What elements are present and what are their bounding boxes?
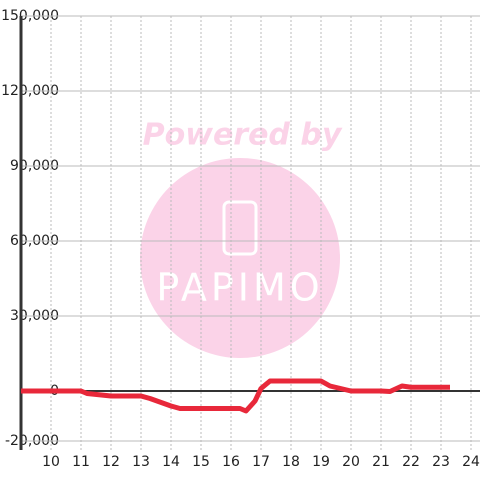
x-tick-label: 23	[432, 454, 450, 470]
x-tick-label: 21	[372, 454, 390, 470]
x-tick-label: 10	[42, 454, 60, 470]
x-tick-label: 14	[162, 454, 180, 470]
x-tick-label: 11	[72, 454, 90, 470]
x-tick-label: 18	[282, 454, 300, 470]
x-tick-label: 12	[102, 454, 120, 470]
x-tick-label: 13	[132, 454, 150, 470]
x-tick-label: 22	[402, 454, 420, 470]
line	[21, 378, 450, 414]
x-tick-label: 16	[222, 454, 240, 470]
x-tick-label: 15	[192, 454, 210, 470]
watermark-circle	[140, 158, 340, 358]
watermark-text: Powered by	[143, 118, 343, 153]
watermark-logo: PAPIMO	[156, 266, 323, 310]
x-tick-label: 20	[342, 454, 360, 470]
x-tick-label: 17	[252, 454, 270, 470]
x-tick-label: 24	[462, 454, 480, 470]
watermark-icon	[222, 200, 258, 256]
x-tick-label: 19	[312, 454, 330, 470]
